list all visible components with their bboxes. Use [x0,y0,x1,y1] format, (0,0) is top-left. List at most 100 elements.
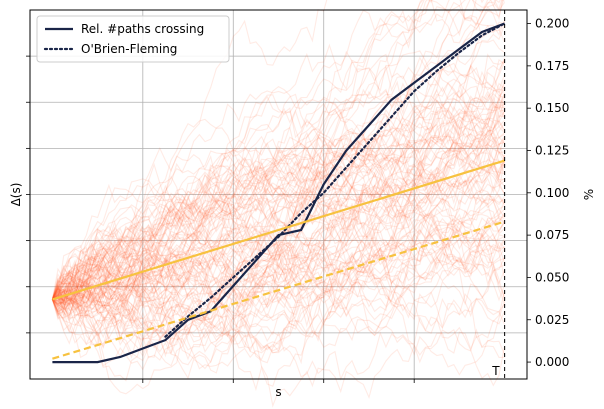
sim-path [52,160,506,300]
right-tick-label: 0.000 [535,355,569,369]
sim-path [51,235,506,387]
marker-label-T: T [491,364,500,378]
sim-path [51,185,506,334]
sim-path [51,132,505,347]
sim-path [52,107,506,301]
sim-path [52,205,505,313]
sim-path [52,242,506,339]
sim-path [51,142,506,338]
sim-path [51,156,506,312]
x-axis-label: s [275,385,281,399]
sim-path [51,90,505,367]
series-line-mean-path [52,159,505,301]
sim-path [52,163,505,306]
sim-path [51,20,506,300]
legend-label: O'Brien-Fleming [81,42,177,56]
sim-path [51,0,504,314]
sim-path [51,58,505,300]
sim-path [51,247,506,364]
series-line-rel-paths-crossing [52,22,505,364]
sim-path [51,82,505,333]
sim-path [51,0,505,327]
legend-box [36,15,230,63]
sim-path [51,21,505,318]
sim-path [52,221,506,309]
sim-path [52,163,506,323]
sim-path [51,141,505,300]
sim-path [51,179,506,337]
right-tick-label: 0.200 [535,17,569,31]
sim-path [51,208,505,329]
sim-path [51,227,505,353]
sim-path [52,277,505,358]
sim-path [51,188,505,335]
sim-path [51,176,506,315]
sim-path [51,109,505,354]
sim-path [51,118,506,300]
sim-path [52,0,503,300]
sim-path [51,39,505,326]
sim-path [52,97,506,306]
y-axis-label-right: % [582,189,596,200]
sim-path [52,110,505,308]
sim-path [52,102,506,307]
sim-path [51,133,505,346]
right-tick-label: 0.150 [535,101,569,115]
sim-path [52,105,505,316]
sim-path [51,68,505,300]
sim-path [51,287,506,395]
sim-path [51,97,506,332]
sim-path [51,136,506,321]
sim-path [52,0,428,300]
sim-path [51,147,505,318]
sim-path [52,159,506,319]
sim-path [52,0,506,300]
sim-path [51,135,506,300]
right-tick-label: 0.100 [535,186,569,200]
right-tick-label: 0.175 [535,59,569,73]
sim-path [51,112,505,300]
sim-path [51,191,505,359]
legend-label: Rel. #paths crossing [81,22,204,36]
sim-path [52,74,506,309]
sim-path [52,0,506,310]
sim-path [51,152,505,319]
right-tick-label: 0.125 [535,143,569,157]
sim-path [52,65,506,304]
series-layer: T [52,10,506,379]
sim-path [51,285,506,408]
sim-path [52,85,506,322]
sim-path [52,196,505,306]
sim-path [52,130,506,310]
sim-path [51,233,506,380]
sim-path [52,161,506,335]
right-tick-label: 0.025 [535,313,569,327]
right-tick-label: 0.075 [535,228,569,242]
sim-path [51,286,506,392]
sim-path [51,0,501,300]
sim-path [52,219,506,344]
sim-path [52,172,505,311]
sim-path [51,138,505,382]
sim-path [52,133,506,305]
sim-path [51,24,506,327]
sim-path [52,151,505,362]
sim-path [51,256,506,374]
y-axis-label-left: Δ(s) [9,183,23,207]
series-line-boundary [52,220,505,360]
sim-path [51,53,505,308]
sim-path [51,71,506,300]
sim-path [52,122,506,319]
sim-path [52,214,506,361]
series-line-o-brien-fleming [164,22,506,338]
sim-path [51,133,505,300]
sim-path [52,118,506,342]
plot-frame [29,9,528,380]
sim-path [52,213,505,346]
sim-path [51,79,506,306]
sim-path [52,137,506,302]
sim-path [51,0,503,300]
sim-path [51,59,506,300]
